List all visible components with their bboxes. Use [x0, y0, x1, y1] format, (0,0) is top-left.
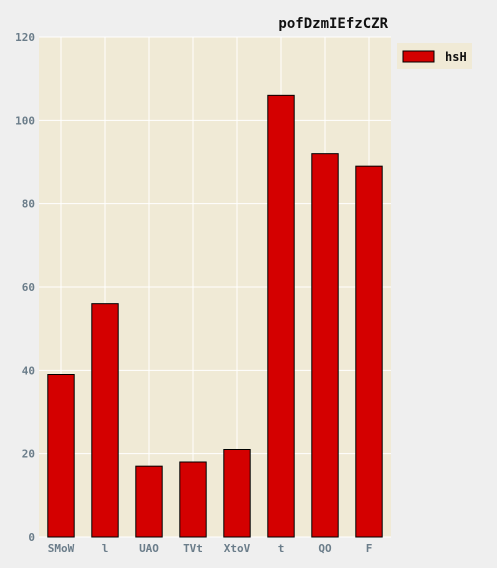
y-tick-label: 0 [28, 531, 35, 544]
y-tick-label: 120 [15, 31, 35, 44]
bar [47, 374, 75, 538]
bar [355, 165, 383, 538]
x-tick-label: UAO [139, 542, 159, 555]
x-tick-label: QO [318, 542, 332, 555]
y-tick-label: 80 [22, 198, 35, 211]
bars [47, 94, 383, 538]
chart-title: pofDzmIEfzCZR [278, 16, 388, 32]
y-tick-label: 100 [15, 114, 35, 127]
bar [91, 303, 119, 538]
y-tick-label: 20 [22, 448, 35, 461]
x-tick-label: SMoW [48, 542, 75, 555]
y-tick-label: 60 [22, 281, 35, 294]
x-axis-ticks: SMoW l UAO TVt XtoV t QO F [48, 542, 373, 555]
bar [311, 153, 339, 538]
x-tick-label: l [102, 542, 109, 555]
bar [135, 465, 163, 538]
y-axis-ticks: 0 20 40 60 80 100 120 [15, 31, 35, 544]
y-tick-label: 40 [22, 364, 35, 377]
x-tick-label: XtoV [224, 542, 251, 555]
legend-swatch [402, 50, 435, 63]
bar [223, 449, 251, 538]
x-tick-label: F [366, 542, 373, 555]
x-tick-label: t [278, 542, 285, 555]
legend: hsH [397, 43, 472, 69]
x-tick-label: TVt [183, 542, 203, 555]
bar [267, 94, 295, 538]
bar [179, 461, 207, 538]
legend-label: hsH [445, 50, 467, 64]
